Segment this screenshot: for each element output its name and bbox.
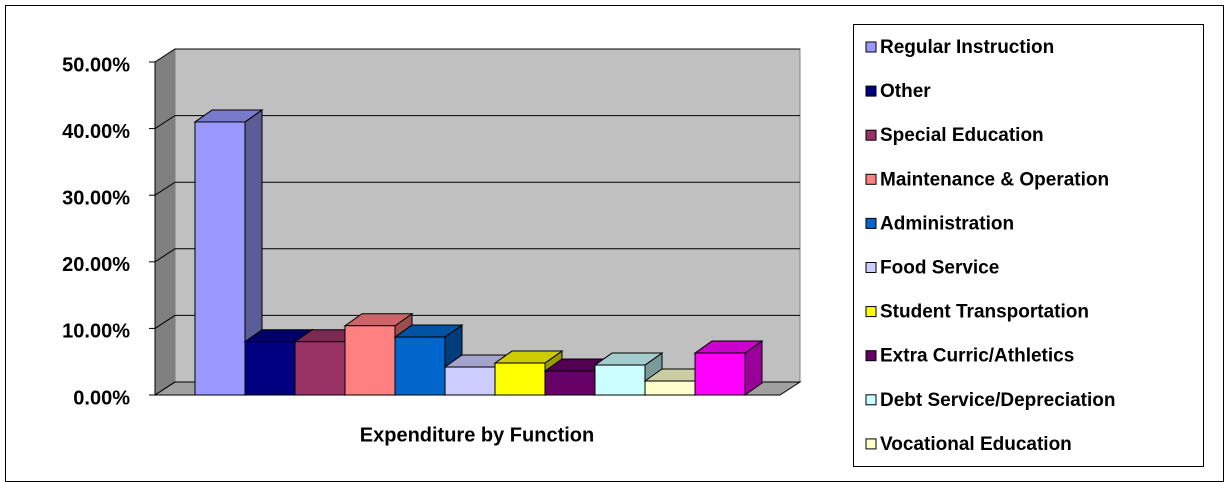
bar — [194, 121, 246, 396]
y-tick-label: 20.00% — [62, 254, 130, 276]
legend-swatch — [865, 41, 877, 53]
y-tick-label: 30.00% — [62, 187, 130, 209]
bar — [444, 366, 496, 396]
legend-swatch — [865, 262, 877, 273]
side-wall — [154, 48, 176, 396]
grid-line — [154, 314, 800, 329]
bar — [494, 362, 546, 396]
y-tick-label: 40.00% — [62, 121, 130, 143]
legend-label: Maintenance & Operation — [880, 169, 1109, 190]
legend-label: Vocational Education — [880, 434, 1072, 455]
legend-swatch — [865, 217, 877, 229]
legend-label: Other — [880, 81, 931, 102]
grid-line — [154, 48, 800, 63]
legend-label: Special Education — [880, 125, 1044, 146]
legend-label: Food Service — [880, 258, 999, 279]
x-tick-label: Expenditure by Function — [360, 424, 594, 446]
y-tick-label: 10.00% — [62, 321, 130, 343]
bar — [594, 364, 646, 396]
legend-swatch — [865, 438, 877, 450]
grid-line — [154, 181, 800, 196]
grid-line — [154, 248, 800, 263]
legend-swatch — [865, 173, 877, 185]
legend-swatch — [865, 306, 877, 318]
legend-label: Debt Service/Depreciation — [880, 390, 1115, 411]
legend-box — [853, 24, 1204, 467]
legend-label: Student Transportation — [880, 302, 1089, 323]
y-tick-label: 0.00% — [73, 387, 130, 409]
legend-label: Regular Instruction — [880, 37, 1054, 58]
y-tick-label: 50.00% — [62, 54, 130, 76]
legend-swatch — [865, 85, 877, 97]
bar — [644, 380, 696, 396]
legend-label: Administration — [880, 213, 1014, 234]
bar — [394, 336, 446, 396]
grid-line — [154, 115, 800, 130]
bar — [294, 341, 346, 396]
legend-swatch — [865, 394, 877, 406]
bar — [344, 325, 396, 396]
legend-swatch — [865, 350, 877, 362]
legend-label: Extra Curric/Athletics — [880, 346, 1074, 367]
bar — [244, 341, 296, 396]
bar — [694, 352, 746, 396]
bar — [544, 370, 596, 396]
legend-swatch — [865, 129, 877, 141]
